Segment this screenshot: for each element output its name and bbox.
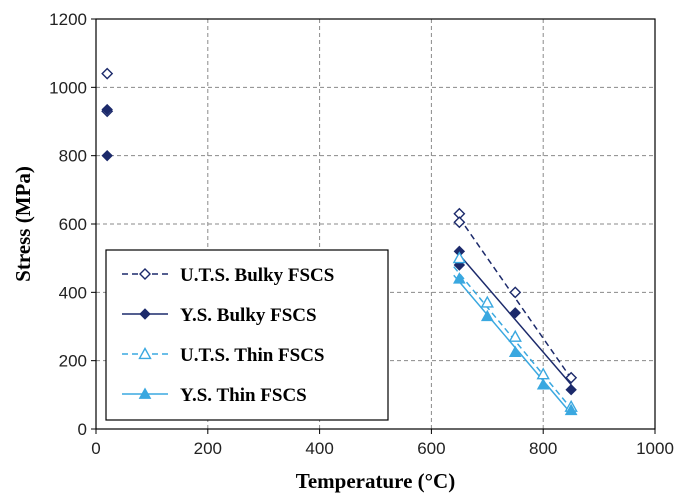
legend-label-series-4: Y.S. Thin FSCS xyxy=(180,385,307,406)
data-point-series-4 xyxy=(564,403,578,416)
data-point-series-2 xyxy=(101,149,113,162)
data-point-series-1 xyxy=(453,216,466,229)
data-point-series-2 xyxy=(565,384,577,396)
data-point-series-2 xyxy=(101,103,113,116)
data-point-series-1 xyxy=(565,371,578,384)
x-tick-label: 800 xyxy=(529,439,557,458)
x-axis-title: Temperature (°C) xyxy=(296,469,455,493)
legend-marker-series-3 xyxy=(138,347,152,360)
data-point-series-4 xyxy=(453,272,466,284)
y-tick-label: 1200 xyxy=(49,10,87,29)
legend-marker-series-2 xyxy=(139,308,151,320)
y-axis-title: Stress (MPa) xyxy=(11,166,35,282)
data-markers xyxy=(101,67,578,416)
x-tick-label: 200 xyxy=(194,439,222,458)
legend-label-series-2: Y.S. Bulky FSCS xyxy=(180,305,317,326)
trendline-series-2 xyxy=(458,254,572,386)
data-point-series-4 xyxy=(536,378,550,390)
legend-box xyxy=(105,249,389,421)
y-tick-label: 1000 xyxy=(49,78,87,97)
legend: U.T.S. Bulky FSCS Y.S. Bulky FSCS U.T.S. T… xyxy=(105,249,389,421)
trendline-series-1 xyxy=(458,217,572,379)
data-point-series-1 xyxy=(509,286,522,299)
y-tick-label: 600 xyxy=(59,215,87,234)
legend-label-series-1: U.T.S. Bulky FSCS xyxy=(180,265,334,286)
data-point-series-4 xyxy=(508,345,522,358)
legend-label-series-3: U.T.S. Thin FSCS xyxy=(180,345,325,366)
legend-marker-series-1 xyxy=(139,268,151,280)
y-tick-label: 0 xyxy=(78,420,87,439)
data-point-series-3 xyxy=(480,295,494,308)
data-point-series-4 xyxy=(480,309,494,322)
x-tick-label: 0 xyxy=(91,439,100,458)
x-tick-label: 1000 xyxy=(636,439,674,458)
x-tick-label: 600 xyxy=(417,439,445,458)
trendline-series-4 xyxy=(453,274,572,415)
data-point-series-3 xyxy=(452,251,467,264)
axis-ticks: 0 200 400 600 800 1000 0 200 400 600 800 1000 1200 xyxy=(49,10,674,458)
x-tick-label: 400 xyxy=(305,439,333,458)
data-point-series-1 xyxy=(101,67,114,80)
data-point-series-3 xyxy=(508,329,522,342)
y-tick-label: 200 xyxy=(59,352,87,371)
y-tick-label: 400 xyxy=(59,283,87,302)
legend-marker-series-4 xyxy=(138,387,152,399)
data-point-series-2 xyxy=(509,307,521,319)
y-tick-label: 800 xyxy=(59,147,87,166)
